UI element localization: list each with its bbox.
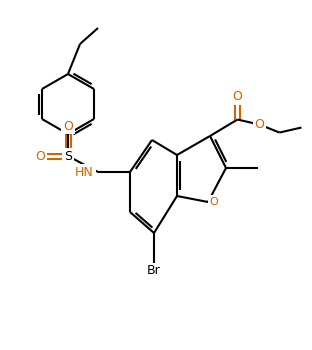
- Text: Br: Br: [147, 265, 161, 278]
- Text: O: O: [255, 118, 264, 131]
- Text: HN: HN: [75, 166, 94, 178]
- Text: O: O: [210, 197, 218, 207]
- Text: O: O: [63, 119, 73, 133]
- Text: O: O: [35, 149, 45, 162]
- Text: S: S: [64, 149, 72, 162]
- Text: O: O: [232, 90, 242, 103]
